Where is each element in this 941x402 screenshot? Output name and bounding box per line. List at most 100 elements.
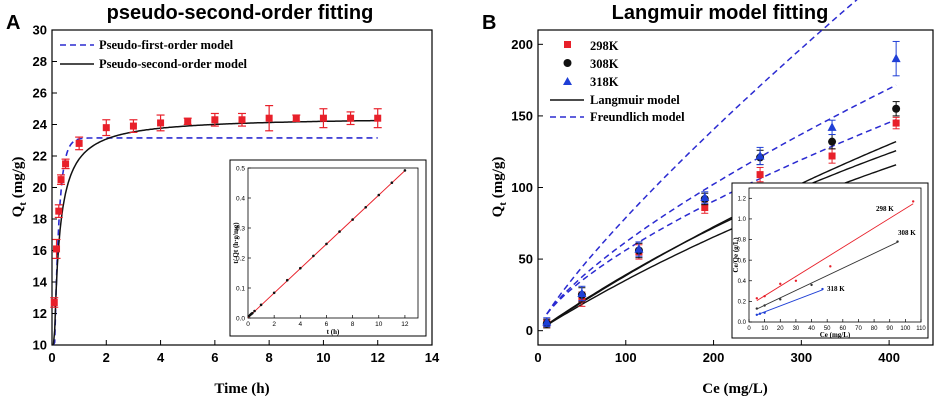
panel-b-inset-x-tick-label: 70 [855,326,862,332]
panel-b-inset-box [731,182,929,339]
panel-a-y-tick-label: 14 [33,275,48,290]
inset-point [285,278,289,282]
panel-b-x-tick-label: 400 [878,350,900,365]
panel-a: A pseudo-second-order fitting 0 2 4 6 8 10 12 1… [6,2,440,397]
data-point [156,114,165,132]
panel-b: B Langmuir model fitting 0 100 200 300 400 0… [482,0,934,397]
data-marker [700,192,710,202]
legend-pso-label: Pseudo-second-order model [99,57,248,71]
freundlich-curve [546,0,858,315]
panel-b-y-tick-label: 50 [519,252,533,267]
legend-308k-label: 308K [590,57,619,71]
data-marker [828,152,836,160]
panel-a-x-tick-label: 2 [103,350,110,365]
data-marker [319,114,327,122]
panel-a-inset-x-tick-label: 12 [401,321,409,328]
panel-a-inset-frame [247,167,419,319]
panel-a-inset-y-tick-label: 0.1 [236,285,245,292]
panel-a-y-label-sub: t [17,202,29,206]
panel-b-y-axis: 0 50 100 150 200 [511,37,543,338]
panel-b-inset: 0 10 20 30 40 50 60 70 80 90 100 110 0.0 0.2 0.4 0.6 0.8… [731,182,929,339]
panel-b-inset-data [755,200,915,316]
inset-point [312,254,315,258]
data-point [102,119,111,137]
panel-b-inset-x-tick-label: 0 [747,326,751,332]
panel-a-inset-x-tick-label: 2 [272,321,276,328]
panel-b-y-tick-label: 150 [511,108,533,123]
data-point [577,285,587,302]
data-point [210,112,219,127]
panel-a-y-tick-label: 26 [33,86,47,101]
data-point [755,146,765,166]
data-point [61,158,70,170]
data-point [238,112,246,127]
inset-fit-line [756,289,823,316]
data-marker [828,137,837,146]
legend-308k-marker [563,59,572,67]
panel-a-y-tick-label: 28 [33,54,47,69]
panel-a-inset-box [229,159,427,337]
data-marker [57,176,65,184]
data-marker [756,171,764,179]
panel-b-inset-y-tick-label: 0.4 [738,279,747,285]
panel-a-inset-y-tick-label: 0.2 [236,255,245,262]
data-marker [157,119,165,127]
panel-a-inset-data [247,169,407,318]
data-point [891,40,901,77]
panel-b-inset-x-tick-label: 40 [808,326,815,332]
data-marker [265,114,273,122]
panel-a-inset-x-label: t (h) [327,328,340,336]
data-marker [701,204,709,212]
panel-b-x-tick-label: 0 [534,350,541,365]
data-point [756,166,764,183]
panel-b-inset-x-label: Ce (mg/L) [820,331,851,339]
data-marker [827,122,837,131]
panel-b-inset-y-label: Ce/Qe (g/L) [732,237,740,273]
inset-point [763,311,766,314]
inset-point [763,295,766,298]
panel-a-inset: 0 2 4 6 8 10 12 0.0 0.1 0.2 0.3 0.4 0.5 t (h) t/ Qt … [229,159,427,337]
data-point [75,136,84,151]
inset-point [299,266,302,270]
panel-b-inset-y-tick-label: 0.2 [738,299,747,305]
data-marker [184,117,192,125]
panel-a-x-tick-label: 4 [157,350,165,365]
panel-b-model-curves [546,0,897,326]
panel-b-inset-axes: 0 10 20 30 40 50 60 70 80 90 100 110 0.0 0.2 0.4 0.6 0.8… [738,196,927,332]
inset-label-318k: 318 K [827,285,845,293]
data-point [50,297,59,308]
panel-b-x-tick-label: 100 [615,350,637,365]
panel-b-inset-y-tick-label: 0.8 [738,238,747,244]
inset-point [272,291,276,295]
panel-b-y-label: Qt (mg/g) [490,157,509,218]
freundlich-curve [546,84,897,315]
data-marker [347,114,355,122]
data-point [346,111,355,126]
data-point [57,174,66,185]
data-marker [53,245,61,253]
panel-b-inset-x-tick-label: 50 [824,326,831,332]
panel-b-y-label-sub: t [497,202,509,206]
panel-a-inset-y-tick-label: 0.4 [236,195,245,202]
panel-a-y-tick-label: 12 [33,306,47,321]
panel-a-x-tick-label: 0 [48,350,55,365]
data-point [700,191,710,204]
legend-298k-label: 298K [590,39,619,53]
data-point [183,117,192,126]
inset-point [779,298,782,301]
panel-a-y-tick-label: 22 [33,149,47,164]
panel-b-y-tick-label: 200 [511,37,533,52]
inset-point [325,242,328,246]
panel-a-inset-x-tick-label: 6 [325,321,329,328]
data-point [52,238,61,259]
inset-point [377,193,381,197]
legend-langmuir-label: Langmuir model [590,93,680,107]
inset-point [253,309,256,313]
data-marker [75,139,83,147]
data-point [892,101,901,117]
panel-b-inset-y-tick-label: 0.0 [738,320,747,326]
data-marker [211,116,219,124]
panel-a-letter: A [6,12,20,34]
inset-fit-line [756,241,898,310]
panel-a-inset-y-tick-label: 0.5 [236,165,245,172]
